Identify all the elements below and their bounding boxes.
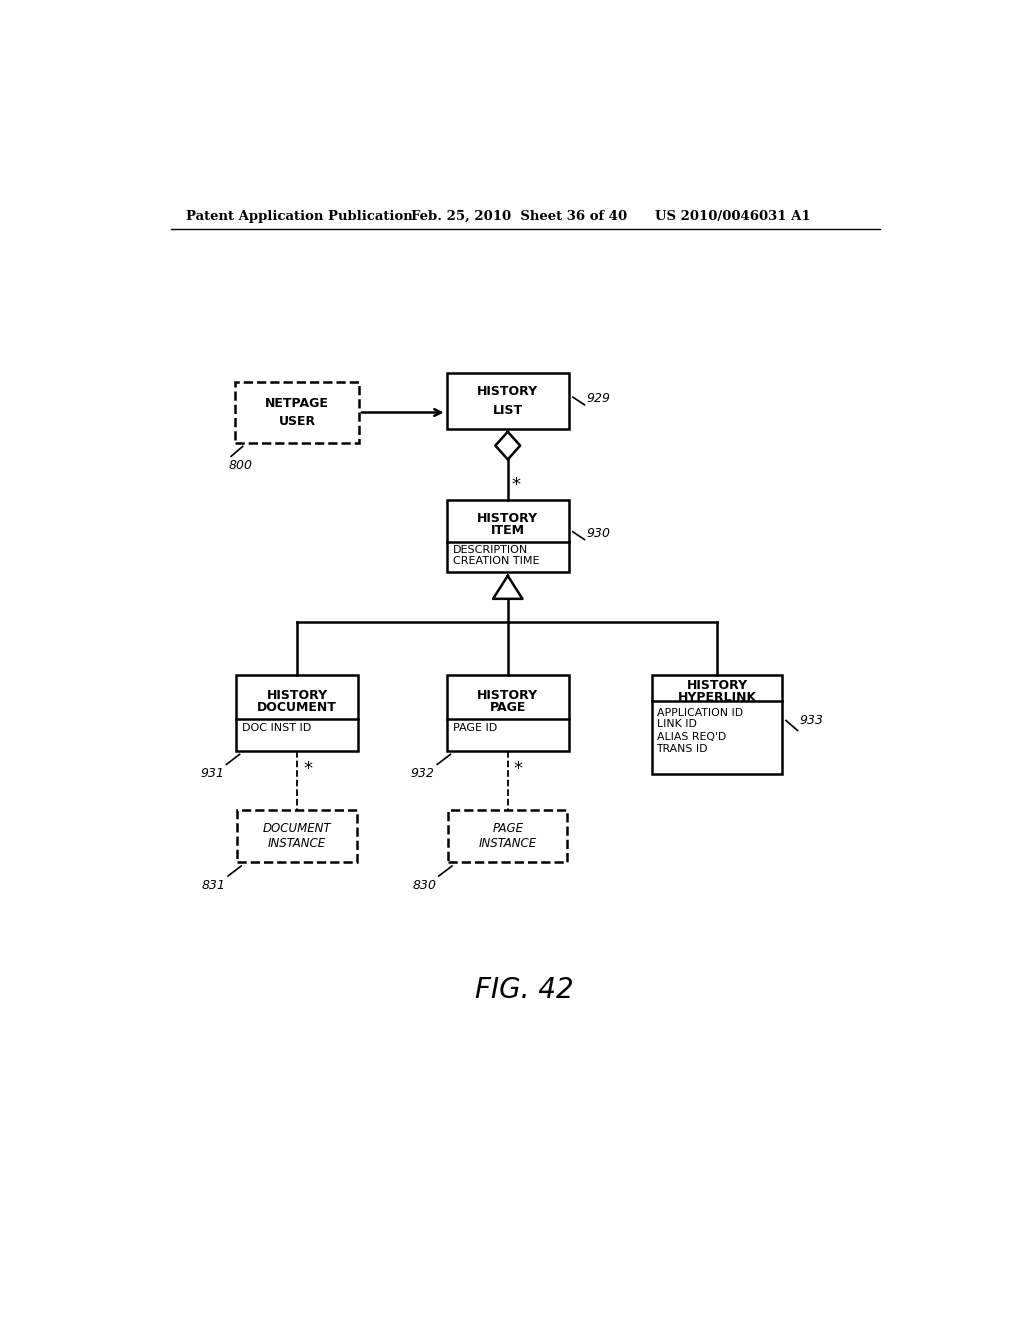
- Bar: [446, 499, 569, 572]
- Text: NETPAGE: NETPAGE: [265, 397, 329, 409]
- Text: Feb. 25, 2010  Sheet 36 of 40: Feb. 25, 2010 Sheet 36 of 40: [411, 210, 627, 223]
- Text: *: *: [303, 760, 312, 777]
- Text: HISTORY: HISTORY: [477, 512, 539, 525]
- Text: LIST: LIST: [493, 404, 523, 417]
- Text: LINK ID: LINK ID: [656, 719, 696, 730]
- Text: 933: 933: [799, 714, 823, 727]
- Text: PAGE ID: PAGE ID: [453, 723, 497, 733]
- Text: Patent Application Publication: Patent Application Publication: [186, 210, 413, 223]
- Bar: [236, 675, 358, 751]
- Text: ALIAS REQ'D: ALIAS REQ'D: [656, 731, 726, 742]
- Text: 830: 830: [413, 879, 436, 892]
- Bar: [446, 374, 569, 429]
- Text: TRANS ID: TRANS ID: [656, 744, 708, 754]
- Text: DOCUMENT: DOCUMENT: [257, 701, 337, 714]
- Text: HISTORY: HISTORY: [477, 689, 539, 702]
- Text: PAGE: PAGE: [489, 701, 526, 714]
- Text: DESCRIPTION: DESCRIPTION: [453, 545, 528, 554]
- Text: 831: 831: [202, 879, 225, 892]
- Bar: [652, 675, 782, 774]
- Bar: [238, 810, 356, 862]
- Text: HISTORY: HISTORY: [266, 689, 328, 702]
- Text: 931: 931: [200, 767, 224, 780]
- Text: HYPERLINK: HYPERLINK: [678, 690, 757, 704]
- Text: FIG. 42: FIG. 42: [475, 975, 574, 1005]
- Text: DOCUMENT: DOCUMENT: [263, 822, 331, 834]
- Text: HISTORY: HISTORY: [686, 680, 748, 693]
- Text: US 2010/0046031 A1: US 2010/0046031 A1: [655, 210, 811, 223]
- Text: HISTORY: HISTORY: [477, 385, 539, 399]
- Bar: [446, 675, 569, 751]
- Text: INSTANCE: INSTANCE: [268, 837, 326, 850]
- Text: 930: 930: [586, 527, 610, 540]
- Text: 929: 929: [586, 392, 610, 405]
- Text: *: *: [514, 760, 523, 777]
- Text: APPLICATION ID: APPLICATION ID: [656, 708, 742, 718]
- Text: INSTANCE: INSTANCE: [478, 837, 537, 850]
- Text: USER: USER: [279, 416, 315, 428]
- Text: 932: 932: [411, 767, 435, 780]
- Text: 800: 800: [228, 459, 253, 473]
- Text: DOC INST ID: DOC INST ID: [242, 723, 311, 733]
- Text: CREATION TIME: CREATION TIME: [453, 556, 540, 566]
- Text: *: *: [512, 477, 520, 495]
- Bar: [449, 810, 567, 862]
- Text: PAGE: PAGE: [493, 822, 523, 834]
- Bar: [234, 383, 359, 442]
- Text: ITEM: ITEM: [490, 524, 524, 537]
